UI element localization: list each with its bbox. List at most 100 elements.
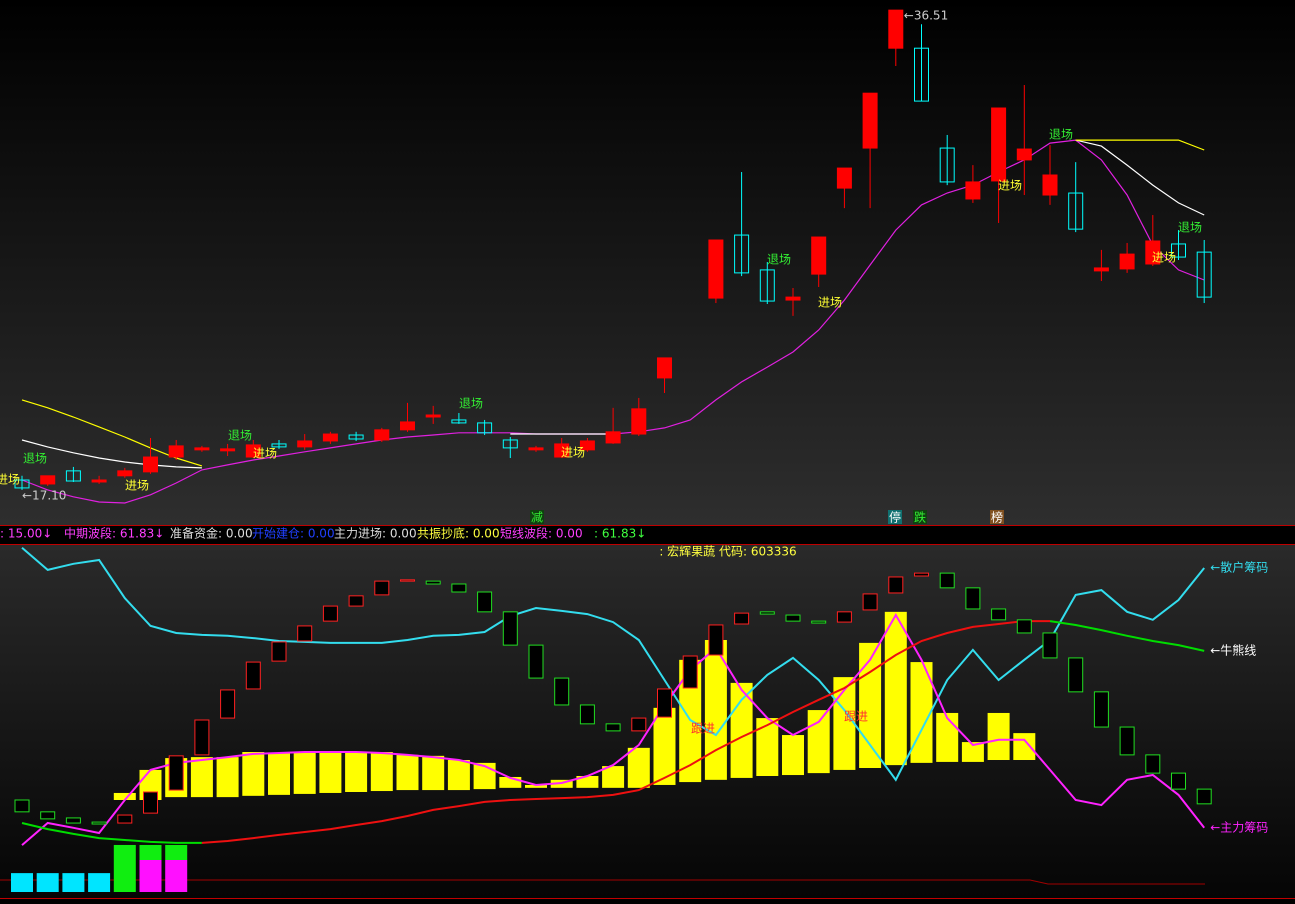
indicator-line [21,612,1205,846]
candle-body [271,443,287,448]
volume-bar [884,611,907,766]
volume-bar [216,757,239,798]
candle-body [991,107,1007,182]
histogram-bar [139,860,162,892]
signal-annotation: 进场 [125,479,149,493]
volume-bar [807,710,830,774]
indicator-box [554,677,570,706]
candle-body [194,447,210,451]
status-item: : 15.00↓ [0,527,52,541]
indicator-box [374,580,390,596]
volume-bar [242,752,265,796]
indicator-box [194,719,210,756]
volume-bar [293,752,316,794]
candle-body [888,9,904,49]
candle-body [65,470,81,482]
volume-bar [499,776,522,788]
volume-bar [987,712,1010,760]
volume-bar [756,718,779,776]
status-item: : 61.83↓ [594,527,646,541]
indicator-box [862,593,878,611]
candle-body [220,448,236,452]
indicator-box [451,583,467,593]
indicator-box [143,791,158,814]
candle-body [708,239,724,299]
candle-body [348,434,364,440]
volume-bar [113,792,136,800]
indicator-box [65,817,81,824]
indicator-box [657,688,672,718]
indicator-box [1171,772,1186,790]
histogram-bar [139,844,162,860]
volume-bar [653,707,676,785]
volume-bar [1013,733,1036,760]
signal-annotation: 进场 [0,473,20,487]
candle-body [297,440,313,448]
signal-annotation: 退场 [767,253,791,267]
status-item: 开始建仓: 0.00 [252,527,335,541]
indicator-box [297,625,313,642]
signal-badge [990,510,1004,524]
volume-bar [961,742,984,762]
indicator-box [682,655,698,689]
candle-body [965,181,981,200]
volume-bar [602,766,625,788]
candle-body [117,470,133,477]
candle-body [528,447,544,451]
candle-body [1145,240,1161,265]
volume-bar [833,677,856,770]
high-label: ←36.51 [904,9,948,23]
candle-body [477,422,493,434]
indicator-box [117,814,133,824]
histogram-bar [11,873,33,892]
volume-bar [422,755,445,791]
candle-body [811,236,827,275]
signal-annotation: 进场 [561,446,585,460]
indicator-box [965,587,981,610]
signal-badge [530,510,544,524]
histogram-bar [113,844,136,892]
indicator-annotation: 跟进 [691,722,715,736]
candle-body [734,234,750,274]
candle-body [554,443,570,458]
candle-body [502,439,518,449]
signal-annotation: 进场 [1152,251,1176,265]
candle-body [1093,267,1109,272]
status-item: 短线波段: 0.00 [500,526,583,541]
candle-body [14,479,30,489]
status-item: 共振抄底: 0.00 [417,526,500,541]
indicator-box [271,641,287,662]
volume-bar [576,776,599,788]
plot-layer: ←36.51←17.10退场进场 进场退场进场退场进场退场进场进场退场进场退场减停… [0,9,1268,892]
indicator-annotation: 跟进 [844,710,868,724]
indicator-box [1093,691,1109,728]
indicator-line [21,620,1205,844]
indicator-line [201,620,1050,844]
signal-text: 榜 [991,510,1003,525]
indicator-box [425,580,441,585]
legend-label: ←散户筹码 [1210,560,1268,575]
indicator-box [502,611,518,646]
indicator-box [759,611,775,615]
indicator-box [785,614,801,622]
legend-label: ←牛熊线 [1210,642,1256,657]
indicator-box [400,579,415,582]
candle-body [836,167,852,189]
indicator-box [939,572,955,589]
volume-bar [525,784,547,788]
candle-body [1171,243,1186,258]
indicator-box [734,612,750,625]
candle-body [1016,148,1032,161]
candle-body [1119,253,1135,270]
histogram-bar [165,860,188,892]
signal-annotation: 退场 [1178,221,1202,235]
signal-text: 减 [531,511,543,525]
indicator-box [708,624,724,656]
candle-body [400,421,415,431]
candle-body [1042,174,1058,196]
price-panel [0,0,1295,525]
indicator-box [914,572,929,577]
baseline [0,879,1205,885]
indicator-box [477,591,493,613]
